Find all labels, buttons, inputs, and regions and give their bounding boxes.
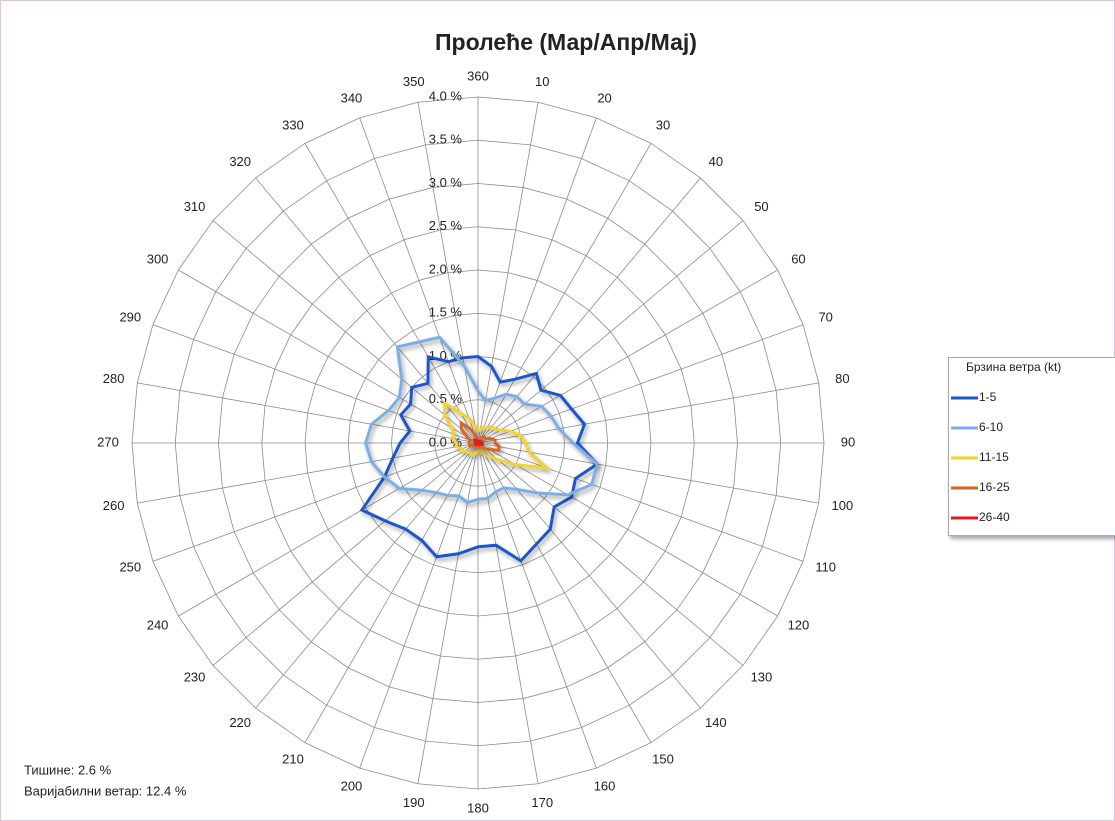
category-label: 130 bbox=[751, 670, 773, 685]
category-label: 280 bbox=[103, 371, 125, 386]
category-label: 190 bbox=[403, 795, 425, 810]
legend-label: 6-10 bbox=[979, 420, 1003, 434]
spoke bbox=[417, 442, 479, 784]
category-label: 180 bbox=[467, 800, 489, 815]
spoke bbox=[359, 117, 479, 444]
category-label: 240 bbox=[147, 617, 169, 632]
spoke bbox=[417, 102, 479, 444]
category-label: 250 bbox=[119, 560, 141, 575]
y-tick-label: 2.5 % bbox=[429, 218, 463, 233]
spoke bbox=[477, 442, 778, 617]
category-label: 50 bbox=[754, 199, 768, 214]
y-tick-label: 1.5 % bbox=[429, 305, 463, 320]
category-label: 100 bbox=[832, 498, 854, 513]
category-label: 160 bbox=[594, 778, 616, 793]
category-label: 220 bbox=[229, 715, 251, 730]
category-label: 230 bbox=[184, 670, 206, 685]
spoke bbox=[477, 220, 744, 444]
category-label: 260 bbox=[103, 498, 125, 513]
spoke bbox=[477, 442, 804, 562]
legend-label: 1-5 bbox=[979, 390, 997, 404]
series-line bbox=[359, 354, 600, 563]
category-label: 30 bbox=[656, 117, 670, 132]
category-label: 10 bbox=[535, 74, 549, 89]
spoke bbox=[304, 143, 479, 444]
category-label: 20 bbox=[597, 91, 611, 106]
category-label: 320 bbox=[229, 154, 251, 169]
category-label: 210 bbox=[282, 751, 304, 766]
category-label: 40 bbox=[709, 154, 723, 169]
spoke bbox=[477, 442, 744, 666]
annotation: Тишине: 2.6 % bbox=[24, 762, 112, 777]
spoke bbox=[477, 442, 652, 743]
series-line bbox=[363, 335, 599, 505]
y-tick-label: 2.0 % bbox=[429, 261, 463, 276]
spoke bbox=[178, 442, 479, 617]
category-label: 300 bbox=[147, 251, 169, 266]
category-label: 350 bbox=[403, 74, 425, 89]
series-line bbox=[459, 420, 501, 453]
y-tick-label: 3.5 % bbox=[429, 132, 463, 147]
spoke bbox=[212, 442, 479, 666]
series-line bbox=[472, 437, 484, 447]
spoke bbox=[477, 442, 701, 709]
spoke bbox=[304, 442, 479, 743]
spoke bbox=[152, 324, 479, 444]
legend-box bbox=[948, 357, 1115, 536]
category-label: 270 bbox=[97, 434, 119, 449]
category-label: 330 bbox=[282, 117, 304, 132]
spoke bbox=[178, 269, 479, 444]
y-tick-label: 4.0 % bbox=[429, 88, 463, 103]
spoke bbox=[477, 442, 819, 504]
legend-label: 16-25 bbox=[979, 480, 1010, 494]
category-label: 140 bbox=[705, 715, 727, 730]
legend-label: 26-40 bbox=[979, 510, 1010, 524]
spoke bbox=[152, 442, 479, 562]
category-label: 80 bbox=[835, 371, 849, 386]
spoke bbox=[477, 117, 597, 444]
chart-title: Пролеће (Мар/Апр/Мај) bbox=[435, 29, 697, 55]
spoke bbox=[477, 324, 804, 444]
series-line bbox=[443, 400, 552, 471]
category-label: 340 bbox=[341, 91, 363, 106]
category-label: 120 bbox=[788, 617, 810, 632]
category-label: 360 bbox=[467, 68, 489, 83]
spoke bbox=[477, 382, 819, 444]
legend-title: Брзина ветра (kt) bbox=[966, 360, 1061, 374]
spoke bbox=[477, 177, 701, 444]
spoke bbox=[137, 382, 479, 444]
category-label: 110 bbox=[815, 560, 836, 575]
category-label: 170 bbox=[531, 795, 553, 810]
category-label: 200 bbox=[341, 778, 363, 793]
spoke bbox=[477, 102, 539, 444]
category-label: 60 bbox=[791, 251, 805, 266]
spoke bbox=[255, 177, 479, 444]
category-label: 70 bbox=[818, 309, 832, 324]
spoke bbox=[212, 220, 479, 444]
category-label: 90 bbox=[841, 434, 855, 449]
y-tick-label: 3.0 % bbox=[429, 175, 463, 190]
category-label: 290 bbox=[119, 309, 141, 324]
spoke bbox=[137, 442, 479, 504]
spoke bbox=[477, 269, 778, 444]
legend-label: 11-15 bbox=[979, 450, 1009, 464]
spoke bbox=[255, 442, 479, 709]
spoke bbox=[477, 442, 597, 769]
category-label: 150 bbox=[652, 751, 674, 766]
annotation: Варијабилни ветар: 12.4 % bbox=[24, 783, 187, 798]
y-tick-label: 0.5 % bbox=[429, 391, 463, 406]
category-label: 310 bbox=[184, 199, 206, 214]
